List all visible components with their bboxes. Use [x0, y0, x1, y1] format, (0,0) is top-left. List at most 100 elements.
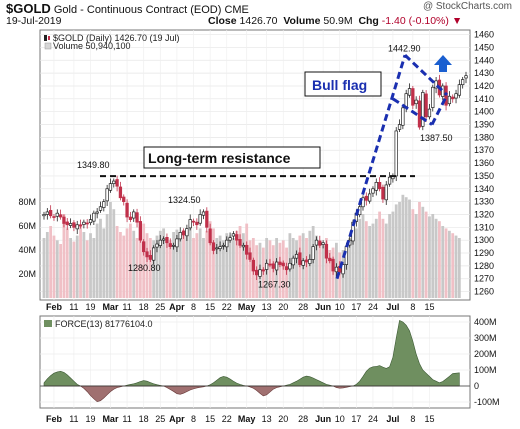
date-tick-label: Mar — [102, 414, 119, 424]
volume-bar — [49, 226, 53, 298]
candle-body — [198, 214, 202, 224]
candle-body — [108, 183, 113, 191]
candle-body — [95, 211, 99, 214]
candle-body — [331, 258, 335, 272]
candle-body — [417, 100, 422, 128]
price-tick-label: 1290 — [474, 248, 494, 258]
volume-bar — [119, 232, 122, 298]
volume-bar — [125, 228, 129, 298]
candle-body — [441, 85, 445, 97]
candle-body — [281, 262, 285, 267]
price-tick-label: 1450 — [474, 42, 494, 52]
date-tick-label: 8 — [410, 414, 415, 424]
bull-flag-line — [335, 54, 407, 280]
volume-bar — [434, 218, 438, 298]
volume-bar — [398, 202, 401, 298]
volume-label: Volume — [283, 15, 321, 27]
volume-bar — [371, 223, 375, 298]
date-tick-label: Feb — [46, 302, 63, 312]
volume-bar — [175, 229, 179, 298]
candle-body — [308, 259, 312, 264]
date-tick-label: 17 — [351, 302, 361, 312]
volume-bar — [374, 218, 378, 298]
date-tick-label: May — [238, 302, 256, 312]
price-tick-label: 1360 — [474, 158, 494, 168]
price-legend: $GOLD (Daily) 1426.70 (19 Jul) Volume 50… — [44, 33, 180, 51]
volume-bar — [75, 235, 79, 298]
close-label: Close — [208, 15, 237, 27]
volume-bar — [235, 230, 239, 298]
price-tick-label: 1440 — [474, 55, 494, 65]
candle-body — [45, 211, 49, 215]
candle-body — [324, 243, 329, 259]
volume-bar — [165, 238, 169, 298]
up-arrow-icon — [434, 55, 452, 72]
price-tick-label: 1420 — [474, 81, 494, 91]
volume-bar — [418, 202, 421, 298]
volume-bar — [222, 240, 225, 298]
candle-body — [311, 246, 315, 260]
volume-bar — [99, 218, 102, 298]
volume-bar — [212, 228, 215, 298]
candle-body — [185, 228, 189, 237]
volume-bar — [295, 240, 298, 298]
volume-bar — [162, 228, 166, 298]
candle-body — [85, 222, 89, 225]
volume-bar — [278, 242, 282, 298]
price-label: 1387.50 — [420, 133, 453, 143]
volume-legend-text: Volume 50,940,100 — [53, 41, 131, 51]
volume-bar — [411, 209, 415, 298]
volume-bar — [168, 240, 172, 298]
candle-body — [155, 243, 159, 248]
candle-body — [105, 188, 109, 202]
candle-body — [142, 241, 146, 253]
volume-bar — [82, 232, 86, 298]
date-tick-label: 15 — [424, 414, 434, 424]
candle-body — [314, 239, 319, 246]
candle-body — [152, 247, 156, 261]
instrument-name: Gold - Continuous Contract (EOD) — [53, 4, 222, 16]
date-tick-label: Mar — [102, 302, 119, 312]
date-tick-label: 24 — [368, 414, 378, 424]
date-tick-label: 25 — [155, 302, 165, 312]
volume-bar — [152, 240, 156, 298]
date-tick-label: 11 — [122, 414, 131, 424]
resistance-label: Long-term resistance — [148, 150, 291, 166]
candle-body — [421, 92, 425, 127]
price-tick-label: 1370 — [474, 145, 494, 155]
price-label: 1280.80 — [128, 263, 161, 273]
price-tick-label: 1270 — [474, 274, 494, 284]
candle-body — [447, 95, 452, 105]
volume-bar — [79, 226, 82, 298]
candle-body — [401, 107, 405, 126]
bull-flag-line — [392, 97, 433, 126]
price-tick-label: 1310 — [474, 222, 494, 232]
candle-body — [165, 236, 169, 244]
candle-body — [431, 86, 435, 108]
candle-body — [221, 244, 226, 247]
candle-body — [235, 234, 239, 241]
candle-body — [205, 210, 209, 228]
candle-body — [394, 130, 398, 177]
volume-bar — [378, 211, 382, 298]
volume-bar — [138, 226, 142, 298]
volume-bar — [351, 226, 355, 298]
volume-tick-label: 60M — [18, 221, 36, 231]
date-tick-label: 11 — [69, 414, 78, 424]
candle-body — [161, 238, 166, 241]
volume-bar — [438, 221, 441, 298]
candle-body — [191, 220, 196, 223]
volume-bar — [202, 238, 205, 298]
price-tick-label: 1390 — [474, 120, 494, 130]
volume-bar — [315, 235, 318, 298]
candle-body — [341, 264, 345, 275]
price-label: 1349.80 — [77, 160, 110, 170]
volume-axis: 20M 40M 60M 80M — [18, 197, 36, 279]
date-tick-label: 10 — [335, 302, 345, 312]
candle-body — [304, 259, 309, 263]
volume-bar — [225, 233, 229, 298]
price-label: 1442.90 — [388, 43, 421, 53]
quote-values: Close 1426.70 Volume 50.9M Chg -1.40 (-0… — [208, 15, 462, 27]
date-tick-label: 24 — [368, 302, 378, 312]
candle-body — [464, 75, 468, 79]
